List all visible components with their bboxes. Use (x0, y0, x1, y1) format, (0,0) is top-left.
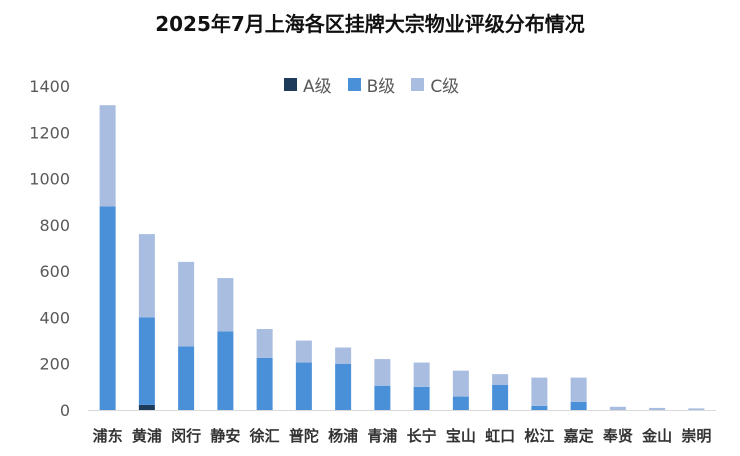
bar-segment-c (413, 362, 430, 387)
y-tick-label: 1400 (29, 77, 70, 96)
bar-segment-b (256, 357, 273, 410)
bar-segment-c (492, 374, 509, 386)
legend-swatch-b (347, 78, 361, 91)
bar-segment-b (138, 317, 155, 405)
legend-label-c: C级 (430, 77, 460, 97)
legend-swatch-c (411, 78, 425, 91)
legend: A级 B级 C级 (284, 72, 459, 97)
bar-segment-a (138, 404, 155, 410)
bar-segment-c (256, 329, 273, 358)
bar-segment-c (609, 406, 626, 410)
bar-segment-b (217, 331, 234, 410)
bar-segment-c (570, 377, 587, 402)
x-tick-label: 杨浦 (328, 427, 358, 445)
y-tick-label: 400 (39, 308, 70, 327)
y-tick-label: 600 (39, 262, 70, 281)
bar-segment-c (688, 408, 705, 410)
bar-segment-c (138, 234, 155, 318)
y-tick-label: 1200 (29, 123, 70, 142)
y-tick-label: 200 (39, 355, 70, 374)
bar-segment-b (374, 385, 391, 410)
bar-segment-c (99, 105, 116, 207)
x-tick-label: 宝山 (446, 427, 476, 445)
legend-label-a: A级 (303, 77, 332, 97)
chart-title: 2025年7月上海各区挂牌大宗物业评级分布情况 (155, 12, 585, 36)
bar-segment-c (295, 340, 312, 363)
bar-segment-c (178, 261, 195, 347)
y-tick-label: 1000 (29, 170, 70, 189)
x-tick-label: 长宁 (407, 427, 437, 445)
x-tick-label: 崇明 (681, 427, 711, 445)
bar-segment-b (335, 363, 352, 410)
bar-segment-b (570, 401, 587, 410)
bar-segment-c (649, 407, 666, 410)
x-tick-label: 嘉定 (563, 427, 594, 445)
bar-segment-b (492, 385, 509, 410)
legend-item-a: A级 (284, 72, 332, 97)
legend-item-b: B级 (347, 72, 396, 97)
x-tick-label: 闵行 (171, 427, 201, 445)
legend-swatch-a (284, 78, 297, 91)
bar-segment-b (531, 405, 548, 410)
bar-segment-b (452, 396, 469, 410)
bar-segment-c (452, 370, 469, 397)
x-tick-label: 浦东 (93, 427, 123, 445)
bar-segment-c (335, 347, 352, 364)
x-tick-label: 徐汇 (249, 427, 280, 445)
bar-segment-b (295, 362, 312, 410)
x-tick-label: 普陀 (289, 427, 319, 445)
x-tick-label: 奉贤 (602, 427, 633, 445)
x-tick-label: 松江 (524, 427, 554, 445)
legend-label-b: B级 (366, 77, 396, 97)
bar-segment-b (99, 206, 116, 410)
bar-segment-c (374, 359, 391, 386)
x-tick-label: 金山 (641, 427, 672, 445)
bar-segment-b (178, 346, 195, 410)
x-tick-label: 静安 (210, 427, 240, 445)
bar-segment-c (531, 377, 548, 406)
bar-segment-b (413, 386, 430, 410)
x-tick-label: 黄浦 (132, 427, 162, 445)
x-tick-label: 虹口 (485, 427, 515, 445)
legend-item-c: C级 (411, 72, 459, 97)
x-tick-label: 青浦 (367, 427, 397, 445)
y-tick-label: 0 (60, 401, 70, 420)
bar-segment-c (217, 278, 234, 332)
y-tick-label: 800 (39, 216, 70, 235)
